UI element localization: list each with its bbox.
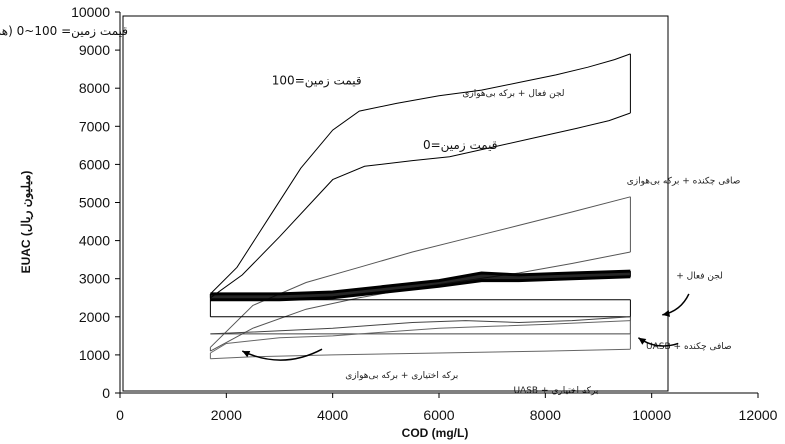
y-axis-label: EUAC (میلیون ریال) <box>19 171 34 274</box>
y-tick-label: 3000 <box>79 271 110 287</box>
y-tick-label: 9000 <box>79 42 110 58</box>
x-tick-label: 8000 <box>530 407 561 423</box>
y-tick-label: 8000 <box>79 80 110 96</box>
y-tick-label: 7000 <box>79 118 110 134</box>
series-line <box>210 251 631 352</box>
plot-area-frame <box>122 15 669 392</box>
x-tick-label: 4000 <box>317 407 348 423</box>
annotation-arrow <box>241 348 323 361</box>
annotation-arrowhead <box>638 337 647 345</box>
annotation-layer: قیمت زمین=100 لجن فعال + برکه بی‌هوازی قیم… <box>241 73 741 396</box>
series-layer <box>209 53 631 360</box>
x-tick-label: 2000 <box>211 407 242 423</box>
annotation-arrowhead <box>662 310 671 317</box>
series-line <box>210 320 631 354</box>
series-line <box>210 112 631 299</box>
annotation-label: قیمت زمین=0 <box>423 138 498 153</box>
axes: 0 1000 2000 3000 4000 5000 6000 7000 8000 9000 100… <box>0 4 778 423</box>
annotation-label: صافی چکنده + برکه بی‌هوازی <box>627 176 741 186</box>
y-tick-label: 6000 <box>79 156 110 172</box>
series-line <box>210 316 631 335</box>
annotation-label: لجن فعال + برکه بی‌هوازی <box>462 89 564 99</box>
series-line <box>210 348 631 360</box>
activated-sludge-band <box>210 271 631 300</box>
y-tick-label: 0 <box>102 385 110 401</box>
annotation-arrowhead <box>242 351 251 358</box>
annotation-label: برکه اختیاری + برکه بی‌هوازی <box>345 371 458 381</box>
annotation-label: قیمت زمین=100 <box>272 73 362 88</box>
x-tick-label: 12000 <box>739 407 778 423</box>
annotation-label: صافی چکنده + UASB <box>646 342 732 352</box>
legend-text: قیمت زمین= 100~0 (هزار ریال) <box>0 24 128 39</box>
annotation-label: برکه اختیاری + UASB <box>513 386 598 396</box>
x-axis-label: COD (mg/L) <box>402 426 469 440</box>
series-line <box>210 53 631 295</box>
y-tick-label: 4000 <box>79 233 110 249</box>
y-tick-label: 2000 <box>79 309 110 325</box>
y-tick-label: 1000 <box>79 347 110 363</box>
annotation-arrow <box>662 293 690 316</box>
x-tick-label: 10000 <box>632 407 671 423</box>
x-tick-label: 0 <box>116 407 124 423</box>
y-tick-label: 10000 <box>71 4 110 20</box>
x-tick-label: 6000 <box>423 407 454 423</box>
annotation-label: لجن فعال + <box>676 272 723 282</box>
y-tick-label: 5000 <box>79 195 110 211</box>
